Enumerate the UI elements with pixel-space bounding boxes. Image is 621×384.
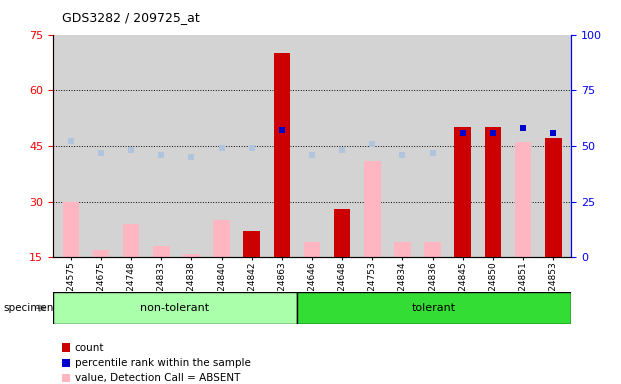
Bar xyxy=(484,127,501,257)
Text: specimen: specimen xyxy=(3,303,53,313)
Bar xyxy=(394,242,410,257)
Text: tolerant: tolerant xyxy=(412,303,456,313)
Bar xyxy=(304,242,320,257)
Text: count: count xyxy=(75,343,104,353)
Bar xyxy=(153,246,170,257)
Bar xyxy=(424,242,441,257)
Bar xyxy=(63,202,79,257)
Bar xyxy=(123,224,140,257)
Bar xyxy=(455,127,471,257)
Bar xyxy=(93,250,109,257)
Bar xyxy=(515,142,532,257)
Bar xyxy=(334,209,350,257)
Text: GDS3282 / 209725_at: GDS3282 / 209725_at xyxy=(62,12,200,25)
Bar xyxy=(183,253,200,257)
Text: non-tolerant: non-tolerant xyxy=(140,303,209,313)
Text: value, Detection Call = ABSENT: value, Detection Call = ABSENT xyxy=(75,373,240,383)
Bar xyxy=(274,53,290,257)
Bar xyxy=(297,292,571,324)
Bar xyxy=(53,292,297,324)
Bar xyxy=(214,220,230,257)
Text: percentile rank within the sample: percentile rank within the sample xyxy=(75,358,250,368)
Bar xyxy=(243,231,260,257)
Bar xyxy=(545,139,561,257)
Bar xyxy=(364,161,381,257)
